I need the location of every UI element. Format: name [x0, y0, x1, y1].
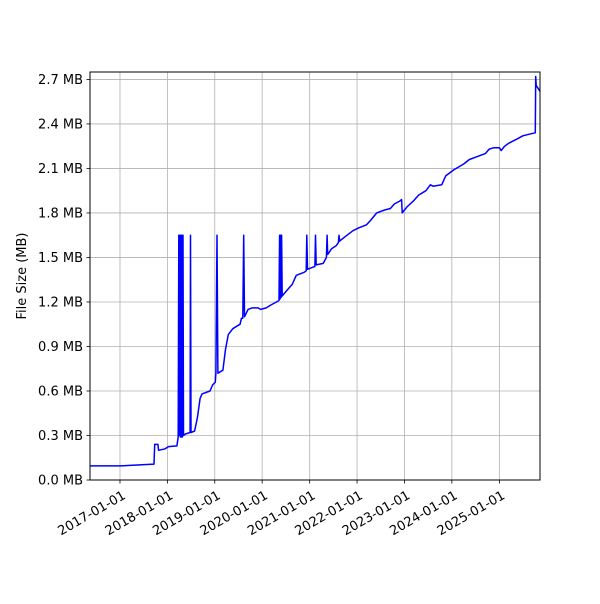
y-tick-label: 2.7 MB: [38, 73, 83, 88]
y-tick-label: 1.2 MB: [38, 295, 83, 310]
grid-layer: [90, 72, 540, 481]
y-tick-label: 0.6 MB: [38, 384, 83, 399]
y-tick-label: 0.3 MB: [38, 429, 83, 444]
series-layer: [90, 75, 541, 467]
y-tick-label: 1.8 MB: [38, 206, 83, 221]
series-line: [90, 75, 541, 467]
x-axis: 2017-01-012018-01-012019-01-012020-01-01…: [56, 480, 508, 539]
y-tick-label: 1.5 MB: [38, 251, 83, 266]
y-tick-label: 2.1 MB: [38, 162, 83, 177]
y-tick-label: 0.0 MB: [38, 474, 83, 489]
plot-frame: [89, 71, 541, 481]
y-tick-label: 0.9 MB: [38, 340, 83, 355]
y-tick-label: 2.4 MB: [38, 117, 83, 132]
y-axis: 0.0 MB 0.3 MB 0.6 MB 0.9 MB 1.2 MB 1.5 MB 1.8 …: [38, 73, 90, 489]
y-axis-label: File Size (MB): [15, 233, 30, 320]
